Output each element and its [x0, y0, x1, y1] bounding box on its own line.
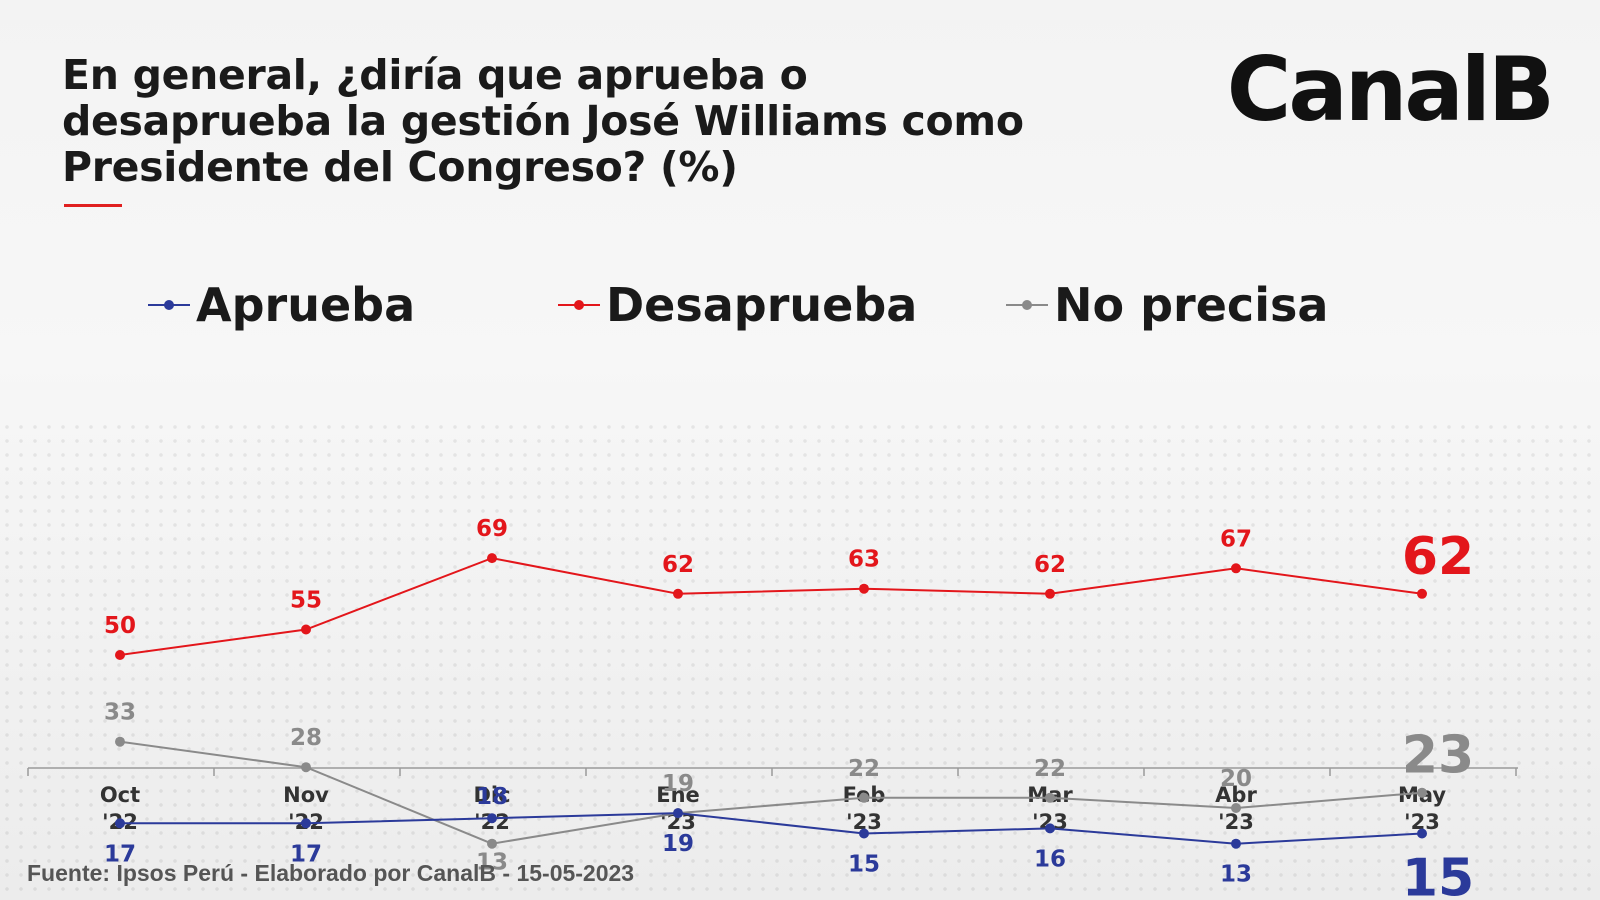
data-point-no_precisa	[1045, 792, 1055, 803]
data-point-aprueba	[487, 813, 497, 824]
x-tick-label-month: Dic	[473, 783, 510, 807]
data-point-desaprueba	[859, 583, 869, 594]
data-label-desaprueba: 62	[1034, 552, 1066, 578]
data-label-no_precisa: 13	[476, 850, 508, 876]
title-underline	[64, 204, 122, 207]
data-label-desaprueba: 62	[662, 552, 694, 578]
legend-item-no-precisa: No precisa	[1006, 278, 1328, 332]
x-tick-label-month: Ene	[656, 783, 700, 807]
data-point-desaprueba	[301, 624, 311, 635]
series-line-desaprueba	[119, 557, 1423, 656]
data-label-no_precisa: 22	[1034, 756, 1066, 782]
data-label-no_precisa: 28	[290, 725, 322, 751]
data-label-no_precisa: 22	[848, 756, 880, 782]
data-point-no_precisa	[301, 762, 311, 773]
legend-item-aprueba: Aprueba	[148, 278, 415, 332]
data-label-aprueba: 13	[1220, 862, 1252, 888]
data-label-no_precisa: 23	[1402, 726, 1474, 786]
series-line-no_precisa	[119, 740, 1423, 845]
data-label-aprueba: 18	[476, 784, 508, 810]
data-label-desaprueba: 50	[104, 613, 136, 639]
legend-item-desaprueba: Desaprueba	[558, 278, 917, 332]
x-tick-label-month: Nov	[283, 783, 329, 807]
data-label-aprueba: 17	[290, 841, 322, 867]
data-label-desaprueba: 69	[476, 516, 508, 542]
legend-label-aprueba: Aprueba	[196, 278, 416, 332]
legend-marker-desaprueba	[558, 300, 600, 310]
data-label-no_precisa: 33	[104, 700, 136, 726]
data-point-aprueba	[1231, 838, 1241, 849]
data-label-aprueba: 19	[662, 831, 694, 857]
data-point-aprueba	[673, 808, 683, 819]
x-tick-label-month: Oct	[100, 783, 140, 807]
chart-legend: Aprueba Desaprueba No precisa	[0, 278, 1600, 338]
data-point-aprueba	[1417, 828, 1427, 839]
data-label-desaprueba: 63	[848, 547, 880, 573]
data-label-aprueba: 15	[1402, 849, 1474, 900]
data-label-desaprueba: 55	[290, 588, 322, 614]
data-point-desaprueba	[1045, 588, 1055, 599]
legend-label-desaprueba: Desaprueba	[606, 278, 918, 332]
data-label-aprueba: 17	[104, 841, 136, 867]
data-point-aprueba	[115, 818, 125, 829]
legend-marker-aprueba	[148, 300, 190, 310]
data-point-no_precisa	[115, 736, 125, 747]
data-point-no_precisa	[1417, 787, 1427, 798]
data-point-desaprueba	[115, 650, 125, 660]
data-point-aprueba	[859, 828, 869, 839]
legend-label-no-precisa: No precisa	[1054, 278, 1329, 332]
data-label-desaprueba: 62	[1402, 527, 1474, 587]
legend-marker-no-precisa	[1006, 300, 1048, 310]
data-label-desaprueba: 67	[1220, 526, 1252, 552]
data-point-desaprueba	[673, 588, 683, 599]
data-point-aprueba	[1045, 823, 1055, 834]
data-label-aprueba: 16	[1034, 846, 1066, 872]
chart-title: En general, ¿diría que aprueba o desapru…	[62, 51, 1024, 191]
source-note: Fuente: Ipsos Perú - Elaborado por Canal…	[27, 860, 635, 886]
data-point-no_precisa	[487, 838, 497, 849]
data-label-no_precisa: 19	[662, 771, 694, 797]
data-point-desaprueba	[487, 553, 497, 564]
data-point-aprueba	[301, 818, 311, 829]
data-point-desaprueba	[1231, 563, 1241, 574]
data-point-no_precisa	[1231, 803, 1241, 813]
x-tick-label-month: Abr	[1215, 783, 1257, 807]
data-point-desaprueba	[1417, 588, 1427, 599]
data-label-aprueba: 15	[848, 852, 880, 878]
data-point-no_precisa	[859, 792, 869, 803]
brand-logo: CanalB	[1226, 38, 1555, 141]
x-tick-label-year: '23	[1218, 810, 1254, 834]
data-label-no_precisa: 20	[1220, 766, 1252, 792]
series-line-aprueba	[120, 812, 1423, 845]
